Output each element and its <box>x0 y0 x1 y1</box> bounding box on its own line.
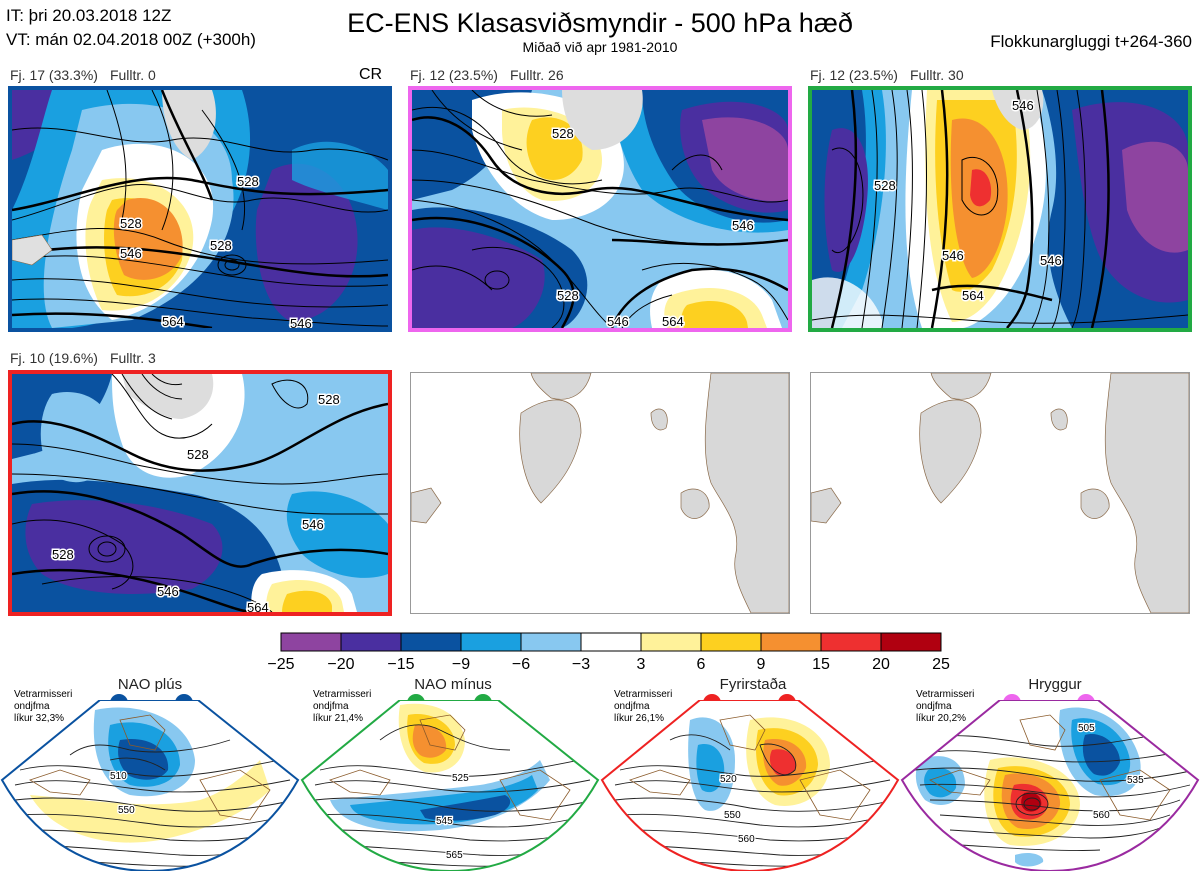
contour-label: 528 <box>237 174 259 189</box>
contour-label: 546 <box>1012 98 1034 113</box>
colorbar-swatch <box>640 632 702 652</box>
regime-contour-label: 560 <box>1093 810 1110 821</box>
regime-maps: 510 550 525 545 565 <box>0 700 1200 871</box>
contour-label: 546 <box>157 584 179 599</box>
colorbar-tick-label: 25 <box>932 656 950 673</box>
contour-label: 528 <box>552 126 574 141</box>
regime-contour-label: 510 <box>110 771 127 782</box>
colorbar-swatch <box>520 632 582 652</box>
colorbar-swatch <box>760 632 822 652</box>
regime-3-info: Vetrarmisseri ondjfma líkur 26,1% <box>614 689 673 724</box>
regime-contour-label: 550 <box>118 805 135 816</box>
colorbar-swatch <box>280 632 342 652</box>
contour-label: 528 <box>874 178 896 193</box>
colorbar-tick-label: −6 <box>511 656 531 673</box>
contour-label: 546 <box>290 316 312 328</box>
colorbar-tick-label: −3 <box>571 656 591 673</box>
empty-map-2 <box>810 372 1190 614</box>
contour-label: 546 <box>120 246 142 261</box>
colorbar-tick-label: 9 <box>756 656 766 673</box>
page-subtitle: Miðað við apr 1981-2010 <box>522 39 678 55</box>
regime-2-title: NAO mínus <box>414 676 492 693</box>
colorbar-tick-label: −25 <box>267 656 295 673</box>
regime-1-info: Vetrarmisseri ondjfma líkur 32,3% <box>14 689 73 724</box>
colorbar-swatch <box>460 632 522 652</box>
colorbar <box>280 632 944 657</box>
contour-label: 564 <box>962 288 984 303</box>
regime-3-map: 520 550 560 <box>602 700 898 871</box>
colorbar-tick-label: 3 <box>636 656 646 673</box>
contour-label: 564 <box>247 600 269 612</box>
cluster-4-map: 528 528 546 546 564 528 <box>8 370 392 616</box>
contour-label: 564 <box>162 314 184 328</box>
classification-window: Flokkunargluggi t+264-360 <box>990 32 1192 51</box>
regime-contour-label: 565 <box>446 850 463 861</box>
colorbar-swatch <box>400 632 462 652</box>
valid-time: VT: mán 02.04.2018 00Z (+300h) <box>6 30 256 49</box>
colorbar-swatch <box>580 632 642 652</box>
colorbar-swatch <box>820 632 882 652</box>
regime-1-map: 510 550 <box>2 700 298 871</box>
colorbar-tick-label: −9 <box>451 656 471 673</box>
contour-label: 546 <box>942 248 964 263</box>
contour-label: 546 <box>732 218 754 233</box>
empty-map-1 <box>410 372 790 614</box>
regime-contour-label: 505 <box>1078 723 1095 734</box>
colorbar-tick-label: 15 <box>812 656 830 673</box>
colorbar-tick-label: 20 <box>872 656 890 673</box>
colorbar-tick-label: 6 <box>696 656 706 673</box>
contour-label: 546 <box>302 517 324 532</box>
regime-contour-label: 550 <box>724 810 741 821</box>
contour-label: 546 <box>1040 253 1062 268</box>
contour-label: 564 <box>662 314 684 328</box>
regime-4-map: 505 535 560 <box>902 700 1198 871</box>
cluster-3-label: Fj. 12 (23.5%) Fulltr. 30 <box>810 67 964 83</box>
regime-contour-label: 560 <box>738 834 755 845</box>
regime-4-title: Hryggur <box>1028 676 1082 693</box>
contour-label: 528 <box>187 447 209 462</box>
regime-4-info: Vetrarmisseri ondjfma líkur 20,2% <box>916 689 975 724</box>
colorbar-swatch <box>340 632 402 652</box>
cluster-1-label: Fj. 17 (33.3%) Fulltr. 0 <box>10 67 156 83</box>
regime-3-title: Fyrirstaða <box>719 676 787 693</box>
cluster-1-tag: CR <box>359 66 383 83</box>
regime-2-map: 525 545 565 <box>302 700 598 871</box>
contour-label: 528 <box>210 238 232 253</box>
cluster-2-label: Fj. 12 (23.5%) Fulltr. 26 <box>410 67 564 83</box>
regime-1-title: NAO plús <box>117 676 183 693</box>
cluster-3-map: 546 528 546 564 546 <box>808 86 1192 332</box>
colorbar-tick-label: −20 <box>327 656 355 673</box>
regime-2-info: Vetrarmisseri ondjfma líkur 21,4% <box>313 689 372 724</box>
contour-label: 528 <box>52 547 74 562</box>
cluster-2-map: 528 528 546 564 546 <box>408 86 792 332</box>
cluster-4-label: Fj. 10 (19.6%) Fulltr. 3 <box>10 350 156 366</box>
initial-time: IT: þri 20.03.2018 12Z <box>6 6 172 25</box>
regime-contour-label: 535 <box>1127 775 1144 786</box>
regime-contour-label: 520 <box>720 774 737 785</box>
regime-contour-label: 545 <box>436 816 453 827</box>
colorbar-swatch <box>880 632 942 652</box>
regime-contour-label: 525 <box>452 773 469 784</box>
page-title: EC-ENS Klasasviðsmyndir - 500 hPa hæð <box>347 8 853 38</box>
colorbar-swatch <box>700 632 762 652</box>
contour-label: 528 <box>120 216 142 231</box>
contour-label: 546 <box>607 314 629 328</box>
colorbar-tick-label: −15 <box>387 656 415 673</box>
cluster-1-map: 528 528 546 564 546 528 <box>8 86 392 332</box>
contour-label: 528 <box>318 392 340 407</box>
contour-label: 528 <box>557 288 579 303</box>
